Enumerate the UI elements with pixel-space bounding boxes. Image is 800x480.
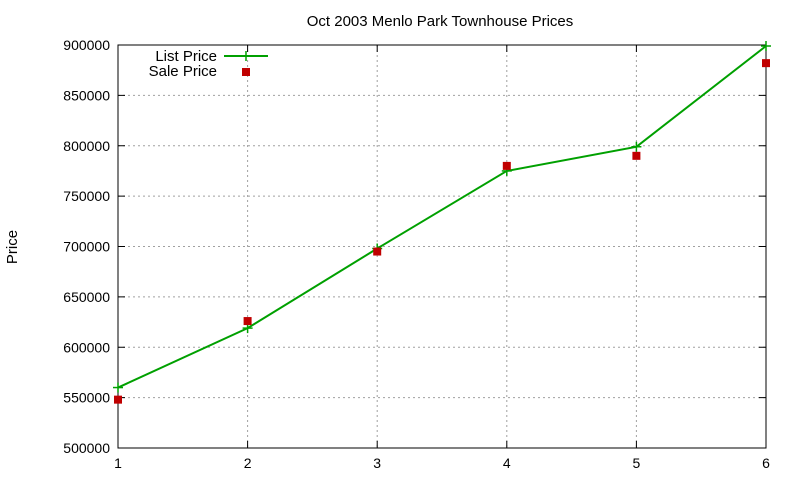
legend-swatch-sale-price [242, 68, 250, 76]
tick-labels: 500000 550000 600000 650000 700000 750000 8000… [63, 37, 770, 471]
series [113, 41, 771, 404]
y-tick-label: 750000 [63, 188, 110, 204]
list-price-point [761, 41, 771, 52]
y-tick-label: 900000 [63, 37, 110, 53]
x-tick-label: 1 [114, 455, 122, 471]
y-tick-label: 550000 [63, 390, 110, 406]
chart-title: Oct 2003 Menlo Park Townhouse Prices [307, 13, 574, 30]
y-tick-label: 850000 [63, 87, 110, 103]
y-tick-label: 500000 [63, 440, 110, 456]
list-price-point [113, 382, 123, 393]
sale-price-point [632, 151, 641, 160]
sale-price-point [502, 161, 511, 170]
y-tick-label: 800000 [63, 138, 110, 154]
sale-price-point [373, 247, 382, 256]
sale-price-point [243, 317, 252, 326]
x-tick-label: 3 [373, 455, 381, 471]
list-price-point [631, 141, 642, 152]
y-tick-label: 700000 [63, 239, 110, 255]
x-tick-label: 6 [762, 455, 770, 471]
list-price-line [117, 45, 767, 389]
plot-frame [117, 44, 767, 449]
y-tick-label: 650000 [63, 289, 110, 305]
x-tick-label: 2 [244, 455, 252, 471]
y-axis-label: Price [4, 230, 21, 264]
legend-label-sale-price: Sale Price [149, 63, 217, 80]
legend-label-list-price: List Price [155, 48, 217, 65]
x-tick-label: 4 [503, 455, 511, 471]
x-tick-label: 5 [633, 455, 641, 471]
sale-price-point [762, 59, 770, 68]
y-tick-label: 600000 [63, 339, 110, 355]
sale-price-point [114, 395, 122, 404]
